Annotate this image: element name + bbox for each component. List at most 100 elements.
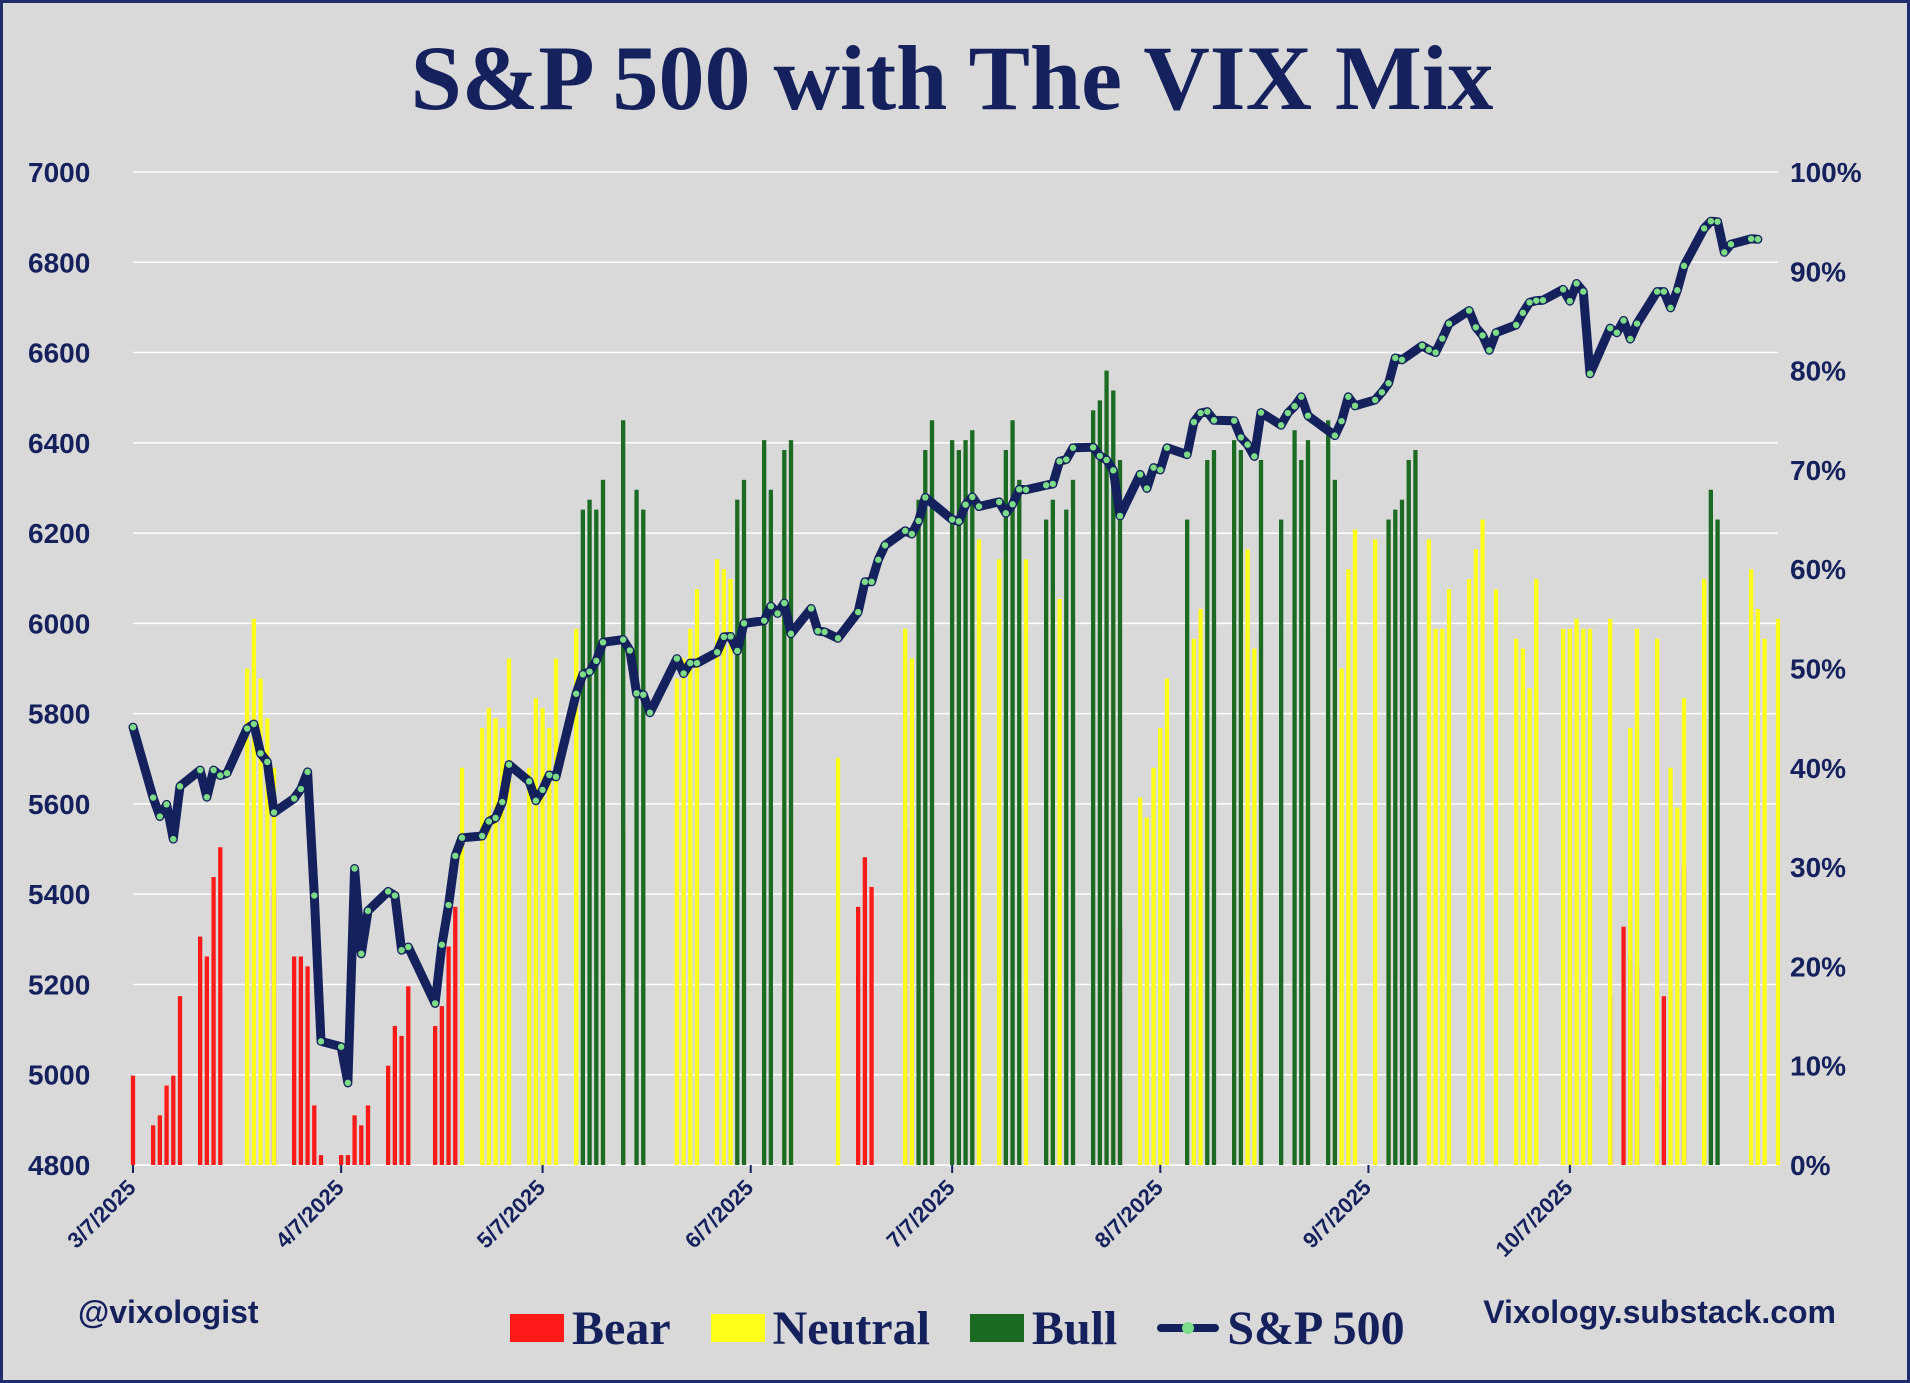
bar-bull (963, 440, 968, 1165)
bar-bull (970, 430, 975, 1165)
legend-item-sp500: S&P 500 (1157, 1301, 1405, 1356)
y-left-tick-label: 5200 (28, 969, 90, 1000)
bar-neutral (1681, 698, 1687, 1165)
x-tick-label: 6/7/2025 (680, 1175, 758, 1253)
bar-bear (171, 1075, 176, 1165)
bar-bull (761, 440, 767, 1165)
sp500-point (156, 813, 164, 820)
sp500-point (1056, 458, 1063, 465)
bar-neutral (1433, 628, 1438, 1165)
bar-neutral (1191, 638, 1197, 1165)
bar-bull (741, 479, 747, 1166)
sp500-point (505, 761, 513, 768)
sp500-point (270, 809, 278, 816)
sp500-point (478, 832, 486, 840)
sp500-point (1150, 464, 1157, 471)
sp500-point (713, 649, 721, 656)
sp500-point (781, 599, 788, 607)
legend-item-bull: Bull (969, 1301, 1118, 1356)
sp500-point (452, 852, 459, 860)
bar-neutral (1513, 638, 1519, 1165)
y-right-tick-label: 70% (1790, 455, 1846, 486)
bar-neutral (493, 718, 498, 1165)
bar-bull (1104, 370, 1109, 1166)
bar-bear (446, 946, 451, 1165)
sp500-point (1472, 324, 1480, 331)
bar-neutral (500, 728, 505, 1165)
bar-neutral (479, 728, 485, 1165)
sp500-point (854, 608, 862, 616)
sp500-point (720, 633, 728, 641)
bar-bear (338, 1155, 344, 1165)
sp500-point (1096, 452, 1104, 460)
sp500-point (217, 772, 224, 779)
bar-bull (1278, 519, 1284, 1165)
bar-neutral (1352, 529, 1358, 1165)
legend-label-bull: Bull (1031, 1301, 1118, 1355)
y-right-tick-label: 20% (1790, 951, 1846, 982)
sp500-point (673, 655, 681, 662)
bar-bull (923, 450, 928, 1165)
sp500-point (525, 778, 533, 785)
sp500-point (915, 517, 922, 525)
sp500-point (633, 690, 640, 697)
x-tick-label: 3/7/2025 (62, 1175, 140, 1253)
bar-bull (949, 440, 955, 1165)
bar-neutral (1520, 648, 1526, 1165)
sp500-point (908, 530, 916, 538)
sp500-point (290, 795, 298, 802)
sp500-point (391, 892, 399, 899)
sp500-point (1284, 409, 1292, 417)
bar-neutral (1560, 628, 1566, 1165)
bar-bull (1070, 479, 1076, 1166)
x-tick-label: 5/7/2025 (472, 1175, 550, 1253)
bar-bear (164, 1085, 169, 1165)
site-url[interactable]: Vixology.substack.com (1483, 1294, 1836, 1330)
bar-neutral (533, 698, 539, 1165)
sp500-point (922, 494, 929, 501)
y-left-tick-label: 6400 (28, 428, 90, 459)
x-tick-label: 9/7/2025 (1298, 1175, 1376, 1253)
y-left-tick-label: 5800 (28, 699, 90, 730)
sp500-point (975, 503, 983, 510)
sp500-point (687, 659, 694, 667)
sp500-point (1573, 280, 1580, 287)
sp500-point (1002, 510, 1010, 517)
bar-neutral (1057, 598, 1062, 1165)
sp500-point (1143, 485, 1151, 492)
bar-bear (862, 857, 868, 1165)
sp500-point (1425, 346, 1433, 354)
sp500-point (250, 720, 258, 728)
sp500-point (727, 633, 734, 640)
sp500-point (364, 907, 372, 915)
sp500-point (405, 943, 412, 951)
sp500-point (1069, 444, 1077, 451)
bar-bull (1010, 420, 1015, 1165)
y-right-tick-label: 80% (1790, 356, 1846, 387)
sp500-point (1378, 389, 1386, 396)
sp500-point (223, 770, 231, 777)
bar-bear (318, 1155, 324, 1165)
bar-neutral (1755, 608, 1761, 1165)
sp500-point (1680, 262, 1688, 270)
chart-title: S&P 500 with The VIX Mix (410, 27, 1494, 129)
legend-label-sp500: S&P 500 (1227, 1301, 1405, 1355)
bar-bull (641, 509, 646, 1165)
sp500-point (358, 950, 365, 957)
bar-bear (1661, 996, 1667, 1165)
sp500-point (1304, 412, 1312, 419)
bar-bear (197, 936, 203, 1165)
sp500-point (626, 647, 634, 654)
sp500-point (593, 657, 600, 665)
sp500-point (734, 647, 741, 655)
sp500-point (1479, 332, 1486, 339)
bar-neutral (1164, 678, 1170, 1165)
x-tick-label: 4/7/2025 (270, 1175, 348, 1253)
bar-neutral (1252, 648, 1257, 1165)
sp500-point (881, 542, 889, 549)
bar-bull (735, 499, 740, 1165)
sp500-point (1197, 409, 1204, 417)
sp500-point (1613, 329, 1621, 336)
sp500-point (1559, 286, 1567, 293)
bar-bull (1708, 489, 1714, 1165)
